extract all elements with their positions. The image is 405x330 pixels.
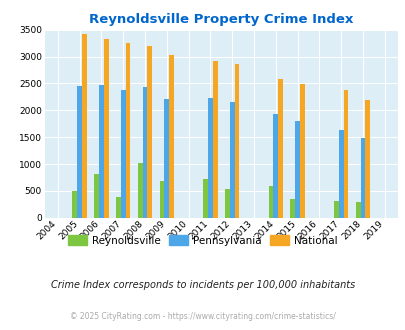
Bar (207, 98, 212, 218)
Bar (99, 84, 104, 218)
Bar (355, 203, 360, 218)
Bar (299, 84, 304, 218)
Bar (364, 100, 369, 218)
Legend: Reynoldsville, Pennsylvania, National: Reynoldsville, Pennsylvania, National (64, 231, 341, 250)
Bar (159, 181, 164, 218)
Bar (333, 201, 338, 218)
Bar (338, 130, 343, 218)
Bar (125, 43, 130, 218)
Bar (142, 87, 147, 218)
Text: Crime Index corresponds to incidents per 100,000 inhabitants: Crime Index corresponds to incidents per… (51, 280, 354, 290)
Bar (82, 34, 87, 218)
Title: Reynoldsville Property Crime Index: Reynoldsville Property Crime Index (89, 13, 353, 26)
Bar (229, 102, 234, 218)
Bar (212, 61, 217, 218)
Bar (277, 79, 282, 218)
Bar (77, 85, 82, 218)
Bar (104, 39, 108, 218)
Bar (72, 191, 77, 218)
Bar (202, 179, 207, 218)
Bar (137, 163, 142, 218)
Bar (224, 189, 229, 218)
Bar (147, 46, 152, 218)
Bar (343, 90, 347, 218)
Text: © 2025 CityRating.com - https://www.cityrating.com/crime-statistics/: © 2025 CityRating.com - https://www.city… (70, 312, 335, 321)
Bar (360, 138, 364, 218)
Bar (273, 114, 277, 218)
Bar (290, 199, 294, 218)
Bar (94, 174, 99, 218)
Bar (164, 99, 169, 218)
Bar (120, 90, 125, 218)
Bar (268, 186, 273, 218)
Bar (234, 64, 239, 218)
Bar (294, 121, 299, 218)
Bar (116, 197, 120, 218)
Bar (169, 55, 173, 218)
